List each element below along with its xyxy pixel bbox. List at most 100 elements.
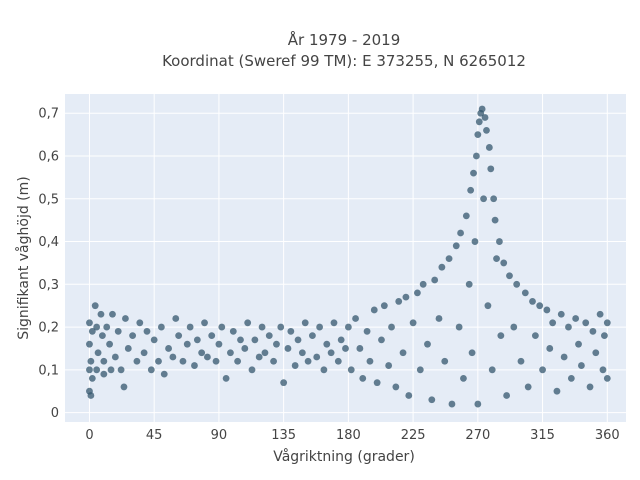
data-point[interactable]	[468, 349, 476, 357]
data-point[interactable]	[586, 383, 594, 391]
data-point[interactable]	[218, 323, 226, 331]
data-point[interactable]	[457, 229, 464, 237]
data-point[interactable]	[546, 345, 554, 352]
data-point[interactable]	[313, 353, 321, 361]
data-point[interactable]	[452, 242, 460, 250]
data-point[interactable]	[191, 362, 198, 369]
data-point[interactable]	[117, 366, 125, 374]
data-point[interactable]	[109, 310, 116, 318]
data-point[interactable]	[208, 332, 216, 340]
data-point[interactable]	[474, 131, 482, 139]
data-point[interactable]	[487, 165, 495, 173]
data-point[interactable]	[160, 370, 168, 378]
data-point[interactable]	[347, 366, 355, 374]
data-point[interactable]	[147, 366, 155, 374]
data-point[interactable]	[572, 315, 580, 322]
data-point[interactable]	[455, 323, 463, 331]
data-point[interactable]	[323, 340, 331, 348]
data-point[interactable]	[129, 332, 137, 340]
data-point[interactable]	[157, 323, 165, 331]
data-point[interactable]	[136, 319, 144, 327]
data-point[interactable]	[169, 353, 177, 361]
data-point[interactable]	[478, 105, 486, 113]
data-point[interactable]	[186, 323, 194, 331]
data-point[interactable]	[513, 280, 521, 288]
data-point[interactable]	[183, 340, 191, 348]
data-point[interactable]	[251, 336, 259, 344]
data-point[interactable]	[330, 319, 338, 327]
data-point[interactable]	[578, 362, 585, 369]
data-point[interactable]	[356, 345, 364, 352]
data-point[interactable]	[88, 374, 96, 382]
data-point[interactable]	[91, 302, 99, 310]
data-point[interactable]	[510, 323, 518, 331]
data-point[interactable]	[100, 357, 108, 365]
data-point[interactable]	[87, 357, 95, 365]
data-point[interactable]	[473, 152, 480, 160]
data-point[interactable]	[471, 238, 479, 245]
data-point[interactable]	[298, 349, 306, 357]
data-point[interactable]	[388, 323, 395, 331]
data-point[interactable]	[405, 392, 413, 399]
data-point[interactable]	[536, 302, 544, 310]
data-point[interactable]	[529, 298, 536, 305]
data-point[interactable]	[366, 357, 374, 365]
data-point[interactable]	[99, 332, 106, 340]
data-point[interactable]	[93, 366, 101, 374]
data-point[interactable]	[402, 293, 410, 301]
data-point[interactable]	[201, 319, 208, 327]
data-point[interactable]	[599, 366, 607, 374]
scatter-points[interactable]	[86, 105, 611, 408]
data-point[interactable]	[255, 353, 263, 361]
data-point[interactable]	[94, 349, 102, 357]
data-point[interactable]	[475, 118, 483, 126]
data-point[interactable]	[212, 357, 220, 365]
data-point[interactable]	[424, 340, 431, 348]
data-point[interactable]	[155, 357, 162, 365]
data-point[interactable]	[485, 144, 493, 151]
data-point[interactable]	[229, 327, 237, 335]
data-point[interactable]	[582, 319, 590, 327]
data-point[interactable]	[438, 263, 446, 271]
data-point[interactable]	[589, 327, 597, 335]
data-point[interactable]	[539, 366, 546, 374]
data-point[interactable]	[491, 216, 499, 224]
data-point[interactable]	[592, 349, 600, 357]
data-point[interactable]	[334, 357, 342, 365]
data-point[interactable]	[172, 315, 180, 322]
data-point[interactable]	[287, 327, 295, 335]
data-point[interactable]	[363, 327, 371, 335]
data-point[interactable]	[337, 336, 345, 344]
data-point[interactable]	[280, 379, 288, 387]
data-point[interactable]	[284, 345, 292, 352]
data-point[interactable]	[496, 238, 503, 245]
data-point[interactable]	[506, 272, 513, 280]
data-point[interactable]	[114, 327, 122, 335]
data-point[interactable]	[419, 280, 427, 288]
data-point[interactable]	[244, 319, 252, 327]
data-point[interactable]	[448, 400, 456, 408]
data-point[interactable]	[414, 289, 421, 297]
data-point[interactable]	[441, 357, 449, 365]
data-point[interactable]	[603, 374, 611, 382]
data-point[interactable]	[327, 349, 335, 357]
data-point[interactable]	[462, 212, 470, 220]
data-point[interactable]	[122, 315, 129, 322]
data-point[interactable]	[133, 357, 141, 365]
data-point[interactable]	[106, 340, 113, 348]
data-point[interactable]	[409, 319, 417, 327]
data-point[interactable]	[385, 362, 393, 369]
data-point[interactable]	[484, 302, 492, 310]
data-point[interactable]	[111, 353, 119, 361]
data-point[interactable]	[373, 379, 381, 387]
data-point[interactable]	[524, 383, 532, 391]
data-point[interactable]	[248, 366, 256, 374]
data-point[interactable]	[470, 169, 477, 177]
data-point[interactable]	[352, 315, 359, 322]
data-point[interactable]	[193, 336, 201, 344]
data-point[interactable]	[87, 392, 95, 399]
data-point[interactable]	[304, 357, 312, 365]
data-point[interactable]	[237, 336, 244, 344]
data-point[interactable]	[124, 345, 132, 352]
data-point[interactable]	[143, 327, 151, 335]
